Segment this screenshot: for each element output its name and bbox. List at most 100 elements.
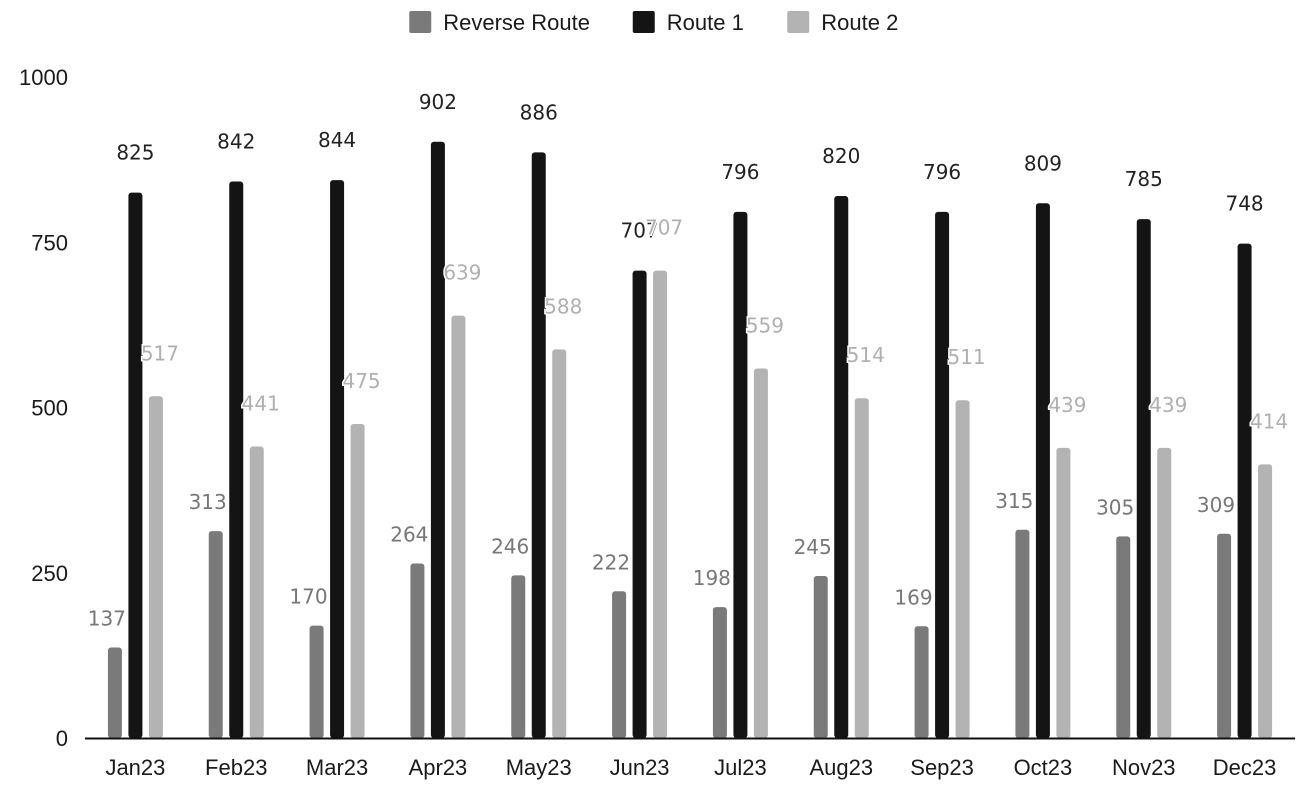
data-label-route-1-may23: 886 <box>520 100 558 124</box>
x-tick-label-jun23: Jun23 <box>610 755 670 780</box>
bar-route-2-aug23 <box>854 398 869 738</box>
data-label-route-2-may23: 588 <box>544 294 582 318</box>
data-label-route-2-mar23: 475 <box>342 369 380 393</box>
bar-reverse-route-dec23 <box>1217 533 1232 738</box>
x-tick-label-aug23: Aug23 <box>809 755 873 780</box>
bar-reverse-route-mar23 <box>309 625 324 738</box>
data-label-route-1-sep23: 796 <box>923 160 961 184</box>
data-label-route-2-nov23: 439 <box>1149 393 1187 417</box>
x-tick-label-mar23: Mar23 <box>306 755 368 780</box>
bar-route-2-nov23 <box>1157 447 1172 738</box>
data-label-reverse-route-jun23: 222 <box>592 550 630 574</box>
bar-route-1-dec23 <box>1237 243 1252 738</box>
bar-route-2-apr23 <box>451 315 466 738</box>
y-tick-label: 0 <box>56 726 68 751</box>
x-axis: Jan23 Feb23 Mar23 Apr23 May23 Jun23 Jul23 Aug23… <box>85 737 1295 780</box>
bar-route-1-jun23 <box>632 270 647 738</box>
data-label-reverse-route-mar23: 170 <box>289 585 327 609</box>
legend-swatch-reverse-route <box>409 11 432 33</box>
y-tick-label: 1000 <box>19 65 68 90</box>
data-label-route-1-jul23: 796 <box>721 160 759 184</box>
y-tick-label: 250 <box>31 561 68 586</box>
bar-route-2-sep23 <box>955 400 970 738</box>
bar-reverse-route-jan23 <box>107 647 122 738</box>
x-tick-label-feb23: Feb23 <box>205 755 267 780</box>
data-label-route-1-dec23: 748 <box>1225 192 1263 216</box>
x-tick-label-may23: May23 <box>506 755 572 780</box>
legend-item-route-2: Route 2 <box>787 10 898 35</box>
data-label-reverse-route-dec23: 309 <box>1197 493 1235 517</box>
data-label-route-1-aug23: 820 <box>822 144 860 168</box>
bar-route-1-may23 <box>531 152 546 738</box>
data-label-reverse-route-may23: 246 <box>491 534 529 558</box>
bar-reverse-route-feb23 <box>208 531 223 738</box>
legend-label-route-1: Route 1 <box>667 10 744 35</box>
bar-reverse-route-apr23 <box>410 563 425 738</box>
data-label-route-2-sep23: 511 <box>947 345 985 369</box>
data-label-reverse-route-feb23: 313 <box>189 490 227 514</box>
x-tick-label-oct23: Oct23 <box>1014 755 1073 780</box>
legend-item-route-1: Route 1 <box>632 10 744 35</box>
data-label-route-2-oct23: 439 <box>1048 393 1086 417</box>
bar-route-2-jun23 <box>653 270 668 738</box>
bar-route-2-oct23 <box>1056 447 1071 738</box>
data-label-route-2-apr23: 639 <box>443 261 481 285</box>
data-label-route-1-nov23: 785 <box>1125 167 1163 191</box>
data-label-route-2-jul23: 559 <box>746 314 784 338</box>
bar-route-1-apr23 <box>430 141 445 738</box>
bar-reverse-route-oct23 <box>1015 529 1030 738</box>
x-tick-label-dec23: Dec23 <box>1213 755 1277 780</box>
legend-label-route-2: Route 2 <box>821 10 898 35</box>
x-tick-label-jul23: Jul23 <box>714 755 767 780</box>
data-label-route-1-jun23: 707 <box>620 219 658 243</box>
legend-label-reverse-route: Reverse Route <box>443 10 590 35</box>
y-tick-label: 500 <box>31 396 68 421</box>
data-label-route-1-apr23: 902 <box>419 90 457 114</box>
data-label-route-1-jan23: 825 <box>116 141 154 165</box>
data-label-route-2-aug23: 514 <box>847 343 885 367</box>
y-tick-label: 750 <box>31 230 68 255</box>
bar-reverse-route-sep23 <box>914 626 929 738</box>
legend: Reverse Route Route 1 Route 2 <box>409 10 898 35</box>
data-label-reverse-route-jan23: 137 <box>88 606 126 630</box>
bar-route-1-feb23 <box>229 181 244 739</box>
x-tick-label-apr23: Apr23 <box>409 755 468 780</box>
data-label-route-2-jun23: 707 <box>645 216 683 240</box>
data-label-reverse-route-nov23: 305 <box>1096 495 1134 519</box>
data-label-route-2-feb23: 441 <box>242 391 280 415</box>
bar-reverse-route-may23 <box>511 575 526 738</box>
data-label-reverse-route-oct23: 315 <box>995 489 1033 513</box>
x-tick-label-nov23: Nov23 <box>1112 755 1176 780</box>
data-label-reverse-route-aug23: 245 <box>794 535 832 559</box>
bar-route-2-dec23 <box>1258 464 1273 738</box>
data-label-route-1-oct23: 809 <box>1024 151 1062 175</box>
bar-route-2-jul23 <box>753 368 768 738</box>
bar-route-1-sep23 <box>935 211 950 738</box>
x-tick-label-sep23: Sep23 <box>910 755 974 780</box>
bar-route-2-jan23 <box>148 396 163 738</box>
bar-route-2-mar23 <box>350 424 365 738</box>
data-label-route-1-feb23: 842 <box>217 129 255 153</box>
data-label-route-2-jan23: 517 <box>141 341 179 365</box>
data-label-route-2-dec23: 414 <box>1250 409 1288 433</box>
bar-route-1-nov23 <box>1136 219 1151 739</box>
x-tick-label-jan23: Jan23 <box>105 755 165 780</box>
y-axis: 0 250 500 750 1000 <box>19 65 68 751</box>
data-label-reverse-route-apr23: 264 <box>390 522 428 546</box>
data-label-reverse-route-sep23: 169 <box>894 585 932 609</box>
bar-route-1-aug23 <box>834 195 849 739</box>
bar-reverse-route-jul23 <box>712 607 727 738</box>
bar-reverse-route-aug23 <box>813 576 828 738</box>
data-label-reverse-route-jul23: 198 <box>693 566 731 590</box>
bars <box>107 141 1273 739</box>
legend-swatch-route-2 <box>787 11 810 33</box>
data-labels: 137 825 517 313 842 441 170 844 475 264 902 639 246 8… <box>86 90 1289 632</box>
bar-route-1-oct23 <box>1035 203 1050 739</box>
bar-route-1-jul23 <box>733 211 748 738</box>
legend-swatch-route-1 <box>632 11 655 33</box>
bar-route-1-jan23 <box>128 192 143 739</box>
legend-item-reverse-route: Reverse Route <box>409 10 590 35</box>
bar-reverse-route-jun23 <box>612 591 627 738</box>
data-label-route-1-mar23: 844 <box>318 128 356 152</box>
